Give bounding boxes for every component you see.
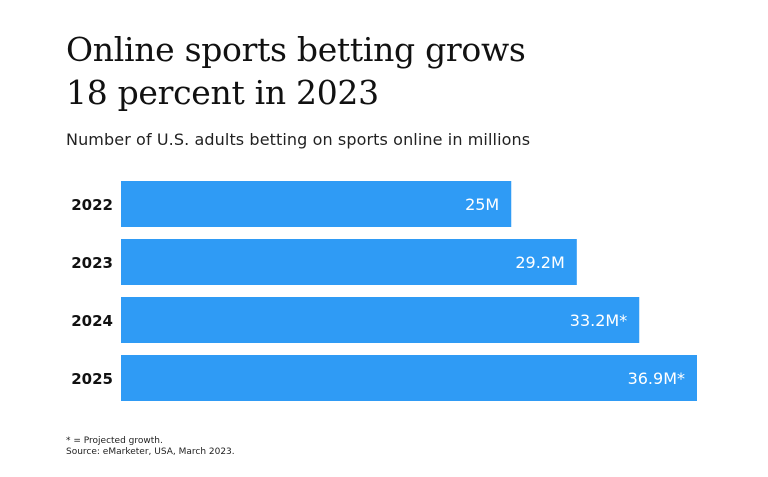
- category-label-2025: 2025: [71, 370, 113, 388]
- bar-2025: [121, 355, 697, 401]
- bar-2022: [121, 181, 512, 227]
- chart-title: Online sports betting grows 18 percent i…: [66, 28, 706, 114]
- bar-chart: 2022 25M 2023 29.2M 2024 33.2M* 2025 36.9M*: [71, 181, 697, 401]
- bar-value-label-2025: 36.9M*: [628, 369, 685, 388]
- source-note: Source: eMarketer, USA, March 2023.: [66, 447, 235, 457]
- bar-2023: [121, 239, 577, 285]
- category-label-2024: 2024: [71, 312, 113, 330]
- chart-title-line-1: Online sports betting grows: [66, 30, 526, 69]
- chart-title-line-2: 18 percent in 2023: [66, 73, 379, 112]
- category-label-2023: 2023: [71, 254, 113, 272]
- bar-value-label-2022: 25M: [465, 195, 499, 214]
- projection-note: * = Projected growth.: [66, 436, 163, 446]
- bar-2024: [121, 297, 640, 343]
- chart-subtitle: Number of U.S. adults betting on sports …: [66, 130, 531, 149]
- bar-value-label-2023: 29.2M: [515, 253, 564, 272]
- category-label-2022: 2022: [71, 196, 113, 214]
- bar-value-label-2024: 33.2M*: [570, 311, 627, 330]
- footnote: * = Projected growth. Source: eMarketer,…: [66, 436, 235, 458]
